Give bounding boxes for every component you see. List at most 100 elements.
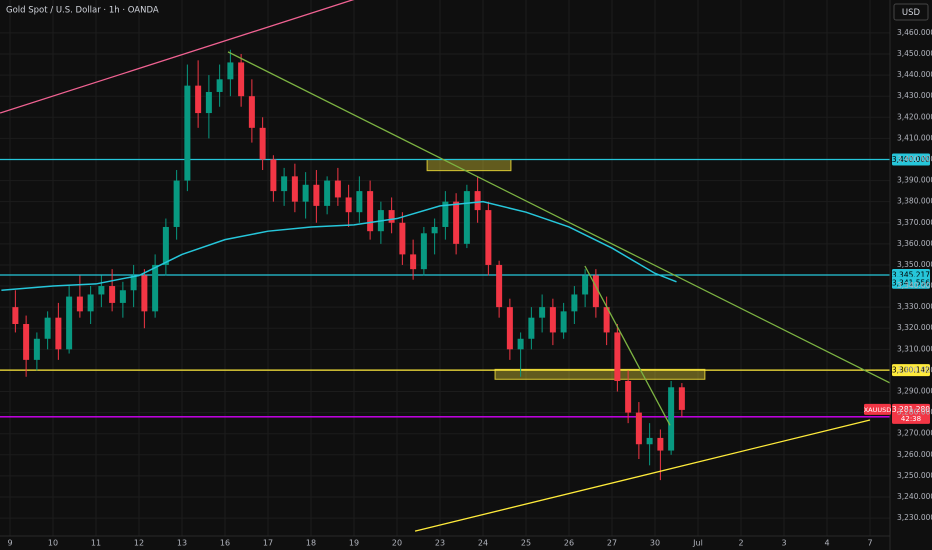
y-tick-label: 3,360.000 [897, 239, 932, 248]
candle-body [592, 275, 599, 308]
candle-body [109, 286, 116, 303]
candle-body [227, 62, 234, 80]
candle-body [270, 159, 277, 192]
candle-body [291, 176, 298, 202]
x-tick-label: 24 [478, 539, 488, 548]
candle-body [12, 307, 19, 325]
candle-body [55, 317, 62, 350]
symbol-label: XAUUSD [864, 406, 892, 414]
trendline [0, 0, 355, 114]
trendline [227, 51, 891, 384]
candle-body [549, 307, 556, 333]
y-tick-label: 3,350.000 [897, 260, 932, 269]
candle-body [582, 275, 589, 295]
x-tick-label: 16 [220, 539, 230, 548]
candle-body [44, 317, 51, 339]
x-tick-label: 17 [263, 539, 273, 548]
candle-body [281, 176, 288, 192]
price-tag-label: 3,400.000 [892, 155, 930, 164]
candle-body [517, 338, 524, 350]
candle-body [205, 91, 212, 114]
x-tick-label: 10 [48, 539, 58, 548]
candle-body [420, 233, 427, 270]
candle-body [367, 191, 374, 232]
candle-body [334, 180, 341, 198]
candle-body [87, 294, 94, 312]
candle-body [388, 210, 395, 223]
candle-body [657, 437, 664, 451]
candle-body [356, 191, 363, 213]
candle-body [625, 380, 632, 413]
candle-body [431, 226, 438, 234]
x-tick-label: 26 [564, 539, 574, 548]
moving-average [1, 200, 677, 292]
y-tick-label: 3,420.000 [897, 112, 932, 121]
candle-body [528, 317, 535, 339]
candle-body [216, 79, 223, 92]
x-tick-label: 20 [392, 539, 402, 548]
x-tick-label: 12 [134, 539, 144, 548]
x-tick-label: 30 [650, 539, 660, 548]
y-tick-label: 3,390.000 [897, 176, 932, 185]
price-tag [892, 153, 930, 166]
candle-body [130, 275, 137, 291]
candle-body [162, 226, 169, 265]
candle-body [560, 311, 567, 333]
candle-body [313, 184, 320, 206]
candle-body [184, 85, 191, 181]
candle-body [238, 62, 245, 97]
currency: USD [902, 8, 921, 18]
zone [426, 158, 512, 172]
countdown: 42:38 [901, 415, 921, 423]
x-tick-label: 23 [435, 539, 445, 548]
y-tick-label: 3,330.000 [897, 302, 932, 311]
currency-box[interactable] [893, 3, 929, 21]
x-tick-label: Jul [692, 539, 703, 548]
last-price-label: 3,281.280 [892, 405, 930, 414]
candle-body [668, 387, 675, 451]
chart-title: Gold Spot / U.S. Dollar · 1h · OANDA [6, 6, 159, 16]
y-tick-label: 3,370.000 [897, 218, 932, 227]
candle-body [678, 387, 685, 410]
x-tick-label: 18 [306, 539, 316, 548]
candle-body [399, 222, 406, 255]
x-tick-label: 13 [177, 539, 187, 548]
y-tick-label: 3,340.000 [897, 281, 932, 290]
candle-body [324, 180, 331, 206]
candle-body [571, 294, 578, 312]
candle-body [98, 286, 105, 295]
y-tick-label: 3,280.000 [897, 408, 932, 417]
y-tick-label: 3,460.000 [897, 28, 932, 37]
candle-body [635, 412, 642, 445]
candle-body [248, 96, 255, 128]
symbol-tag [864, 403, 891, 415]
y-tick-label: 3,430.000 [897, 91, 932, 100]
last-price-tag [892, 403, 930, 424]
candle-body [195, 85, 202, 114]
y-tick-label: 3,300.000 [897, 365, 932, 374]
price-tag-label: 3,345.217 [892, 271, 930, 280]
y-tick-label: 3,410.000 [897, 133, 932, 142]
y-tick-label: 3,380.000 [897, 197, 932, 206]
candle-body [119, 290, 126, 303]
y-tick-label: 3,260.000 [897, 450, 932, 459]
y-tick-label: 3,320.000 [897, 323, 932, 332]
x-tick-label: 27 [607, 539, 617, 548]
candle-body [345, 197, 352, 213]
candle-body [141, 275, 148, 312]
candle-body [453, 201, 460, 244]
candle-body [496, 264, 503, 308]
candle-body [442, 201, 449, 227]
y-tick-label: 3,450.000 [897, 49, 932, 58]
x-tick-label: 25 [521, 539, 531, 548]
trendline [584, 265, 671, 426]
y-tick-label: 3,400.000 [897, 154, 932, 163]
price-tag-label: 3,341.556 [892, 278, 930, 287]
candle-body [76, 296, 83, 312]
candle-body [614, 332, 621, 381]
y-tick-label: 3,270.000 [897, 429, 932, 438]
x-tick-label: 3 [781, 539, 786, 548]
candle-body [506, 307, 513, 350]
zone [494, 368, 706, 380]
candle-body [646, 437, 653, 445]
